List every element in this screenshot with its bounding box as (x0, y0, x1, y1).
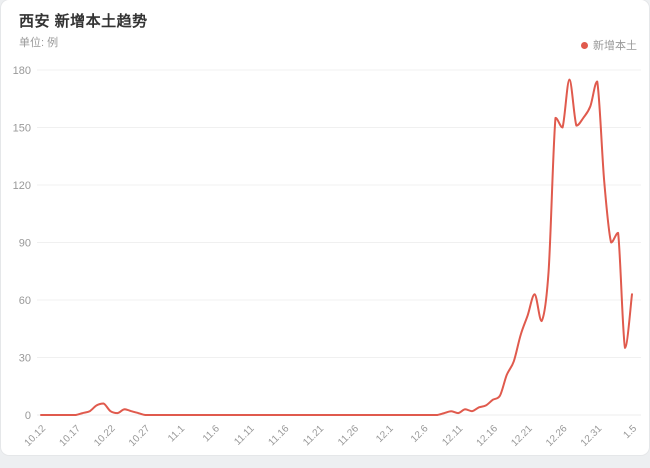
chart-unit-subtitle: 单位: 例 (19, 37, 59, 49)
trend-line-chart[interactable]: 0 30 60 90 120 150 180 10.12 10.17 10.22 10.27 11.1… (1, 0, 650, 455)
legend-item-new-local[interactable]: 新增本土 (581, 37, 637, 53)
chart-title: 西安 新增本土趋势 (19, 13, 148, 30)
x-axis-label-12.6: 12.6 (409, 423, 431, 445)
y-axis-label-30: 30 (19, 353, 31, 365)
x-axis-label-12.16: 12.16 (475, 423, 501, 449)
x-axis-label-12.31: 12.31 (579, 423, 605, 449)
x-axis-label-11.1: 11.1 (166, 423, 187, 444)
x-axis-label-11.6: 11.6 (201, 423, 222, 444)
chart-card: 西安 新增本土趋势 单位: 例 新增本土 0 30 60 90 120 150 180 10.… (1, 0, 649, 455)
legend-label: 新增本土 (593, 40, 637, 52)
y-axis-label-120: 120 (13, 180, 31, 192)
legend-marker-icon (581, 41, 588, 49)
x-axis-label-10.17: 10.17 (57, 423, 83, 449)
x-axis-label-12.11: 12.11 (440, 423, 465, 448)
x-axis-label-11.16: 11.16 (267, 423, 292, 448)
y-axis-label-0: 0 (25, 410, 31, 422)
y-axis-label-180: 180 (13, 65, 31, 77)
x-axis-label-1.5: 1.5 (622, 423, 640, 441)
y-axis-label-90: 90 (19, 238, 31, 250)
x-axis-label-10.27: 10.27 (127, 423, 153, 449)
x-axis-label-12.21: 12.21 (509, 423, 535, 449)
x-axis-label-11.11: 11.11 (232, 423, 257, 448)
x-axis-label-12.26: 12.26 (544, 423, 570, 449)
x-axis-label-10.12: 10.12 (23, 423, 49, 449)
y-axis-label-60: 60 (19, 295, 31, 307)
x-axis-label-12.1: 12.1 (374, 423, 396, 445)
x-axis-label-10.22: 10.22 (92, 423, 118, 449)
y-axis-label-150: 150 (13, 123, 31, 135)
x-axis-label-11.21: 11.21 (301, 423, 326, 448)
series-line-new-local (40, 78, 633, 416)
x-axis-label-11.26: 11.26 (336, 423, 361, 448)
